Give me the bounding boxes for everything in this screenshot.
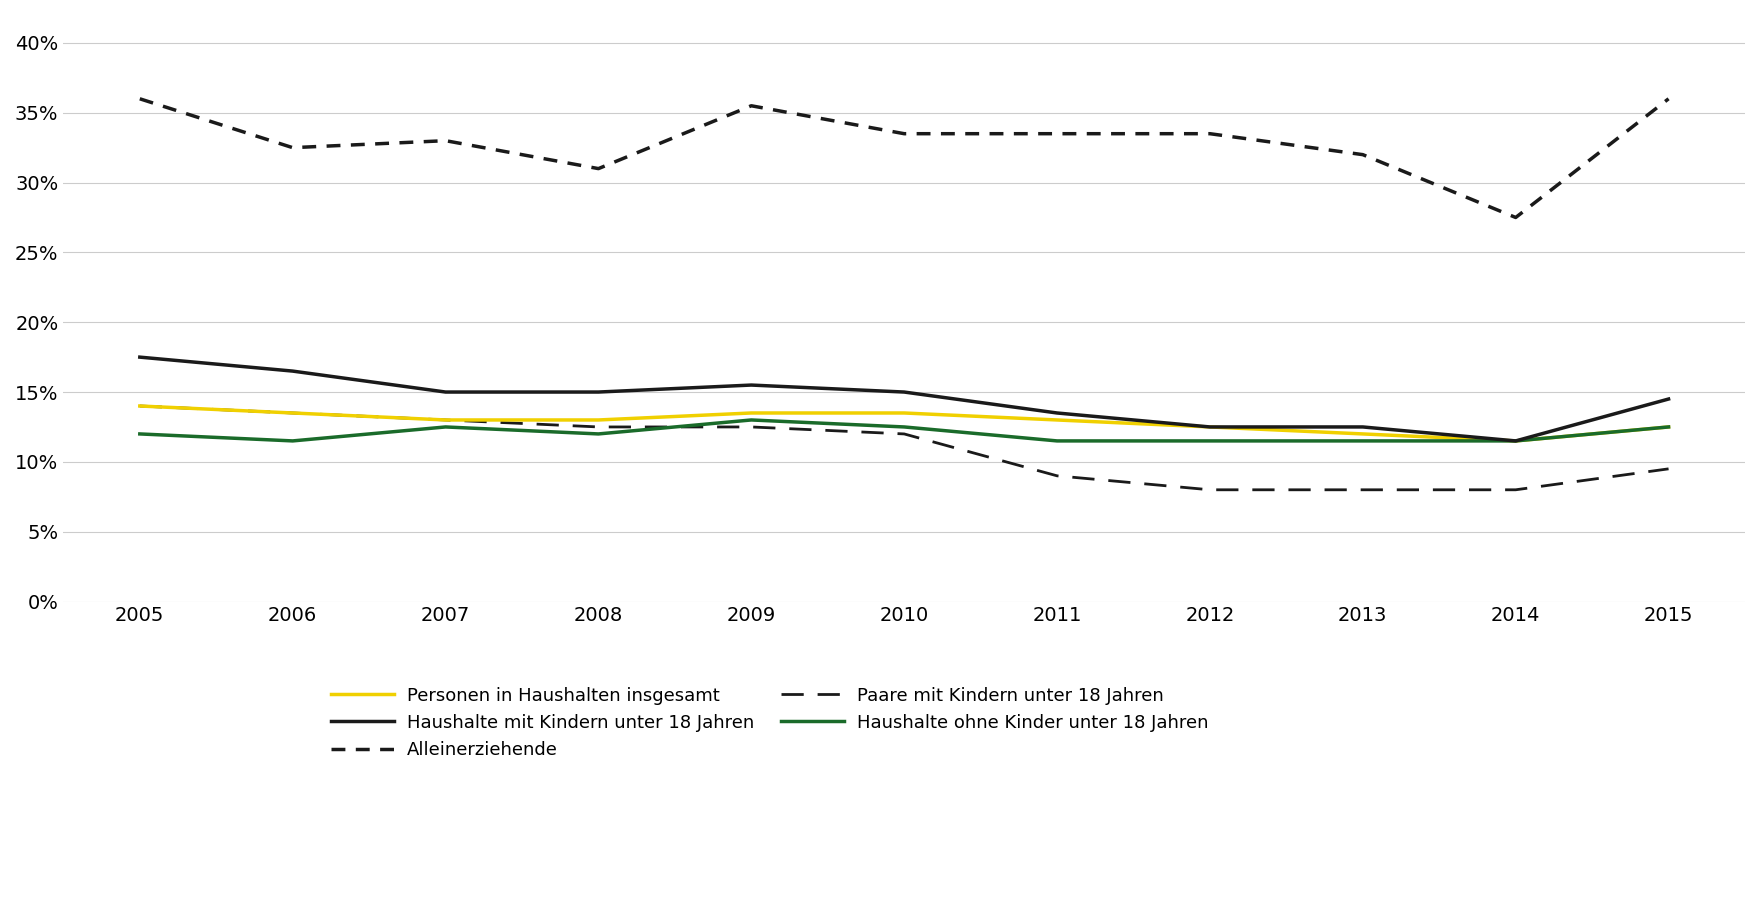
Legend: Personen in Haushalten insgesamt, Haushalte mit Kindern unter 18 Jahren, Alleine: Personen in Haushalten insgesamt, Hausha…: [331, 687, 1209, 759]
